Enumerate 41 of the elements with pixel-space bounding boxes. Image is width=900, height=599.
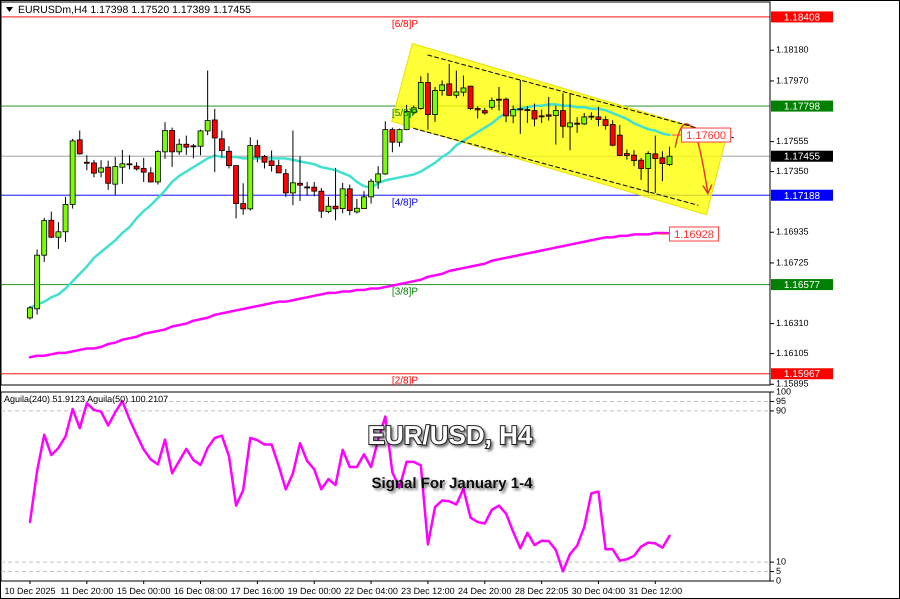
annotation: [4/8]P — [392, 197, 418, 208]
y-tick-label: 1.17970 — [776, 75, 809, 86]
x-tick-label: 17 Dec 16:00 — [230, 586, 284, 596]
x-tick-label: 24 Dec 20:00 — [458, 586, 512, 596]
x-tick-label: 11 Dec 20:00 — [60, 586, 114, 596]
y-tick-label: 1.16935 — [776, 226, 809, 237]
x-tick-label: 15 Dec 00:00 — [116, 586, 170, 596]
y-tick-label: 1.18180 — [776, 44, 809, 55]
y-tick-label: 1.17350 — [776, 166, 809, 176]
ref-line-label: 1.15967 — [784, 369, 821, 380]
annotation: 1.17600 — [686, 130, 726, 142]
x-tick-label: 23 Dec 12:00 — [401, 586, 455, 596]
y-tick-label: 5 — [776, 566, 782, 576]
chart-title: EURUSDm,H4 1.17398 1.17520 1.17389 1.17455 — [18, 4, 252, 16]
ref-line-label: 1.17798 — [784, 102, 821, 113]
chart-subtitle: Aguila(240) 51.9123 Aguila(50) 100.2107 — [4, 394, 168, 404]
annotation: [6/8]P — [392, 18, 418, 30]
x-tick-label: 22 Dec 04:00 — [344, 586, 398, 596]
x-tick-label: 31 Dec 12:00 — [628, 586, 682, 596]
annotation: [2/8]P — [392, 376, 418, 387]
ref-line-label: 1.18408 — [784, 12, 821, 24]
y-tick-label: 1.16105 — [776, 348, 809, 358]
x-tick-label: 28 Dec 22:05 — [514, 586, 568, 596]
x-tick-label: 19 Dec 00:00 — [287, 586, 342, 596]
x-tick-label: 16 Dec 08:00 — [174, 586, 228, 596]
annotation: 1.16928 — [674, 229, 714, 241]
ref-line-label: 1.16577 — [784, 280, 821, 292]
y-tick-label: 1.16725 — [776, 257, 809, 268]
y-tick-label: 1.15895 — [776, 378, 809, 389]
y-tick-label: 1.16310 — [776, 318, 809, 328]
ref-line-label: 1.17188 — [784, 190, 821, 202]
x-tick-label: 10 Dec 2025 — [4, 586, 56, 596]
y-tick-label: 1.17555 — [776, 136, 809, 146]
y-tick-label: 0 — [776, 575, 782, 586]
y-tick-label: 100 — [776, 386, 792, 396]
ref-line-label: 1.17455 — [784, 152, 821, 163]
y-tick-label: 95 — [776, 396, 786, 406]
x-tick-label: 30 Dec 04:00 — [572, 586, 626, 596]
y-tick-label: 90 — [776, 405, 786, 416]
annotation: [3/8]P — [392, 286, 418, 298]
y-tick-label: 10 — [776, 556, 786, 566]
